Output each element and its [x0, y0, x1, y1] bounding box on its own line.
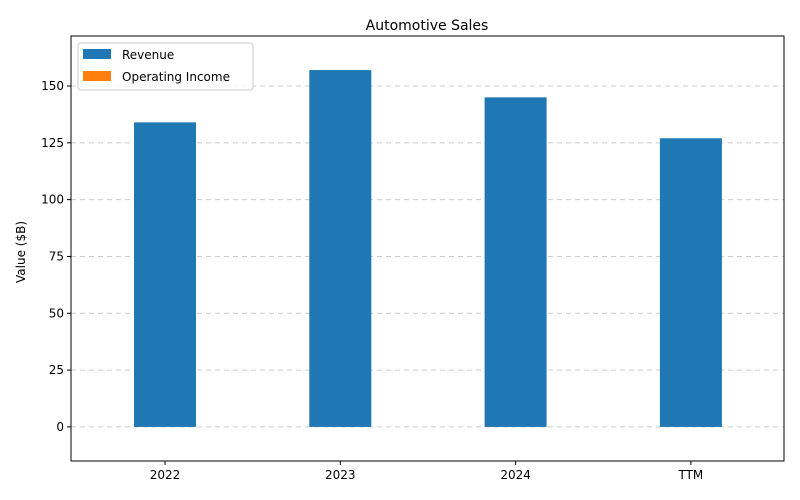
y-tick-label: 125	[41, 136, 64, 150]
bar-revenue-2022	[134, 122, 196, 427]
bar-revenue-2023	[309, 70, 372, 427]
legend-label-operating-income: Operating Income	[122, 70, 230, 84]
y-tick-label: 150	[41, 79, 64, 93]
legend-swatch-operating-income	[83, 71, 111, 81]
y-tick-label: 75	[49, 249, 64, 263]
y-tick-label: 0	[56, 420, 64, 434]
plot-frame	[70, 35, 785, 462]
legend-swatch-revenue	[83, 49, 111, 59]
ticks: 0 25 50 75 100 125 150 2022 2023 2024 TTM	[41, 79, 703, 482]
bar-revenue-2024	[484, 97, 547, 427]
y-tick-label: 100	[41, 193, 64, 207]
x-tick-label: 2022	[150, 468, 181, 482]
x-tick-label: 2024	[500, 468, 531, 482]
legend: Revenue Operating Income	[77, 42, 254, 91]
y-tick-label: 50	[49, 306, 64, 320]
y-axis-label: Value ($B)	[14, 221, 28, 283]
x-tick-label: 2023	[325, 468, 356, 482]
legend-label-revenue: Revenue	[122, 48, 174, 62]
x-tick-label: TTM	[677, 468, 703, 482]
chart-title: Automotive Sales	[366, 18, 489, 34]
y-tick-label: 25	[49, 363, 64, 377]
legend-box	[77, 42, 254, 91]
bars	[134, 70, 722, 427]
bar-revenue-TTM	[659, 138, 722, 427]
